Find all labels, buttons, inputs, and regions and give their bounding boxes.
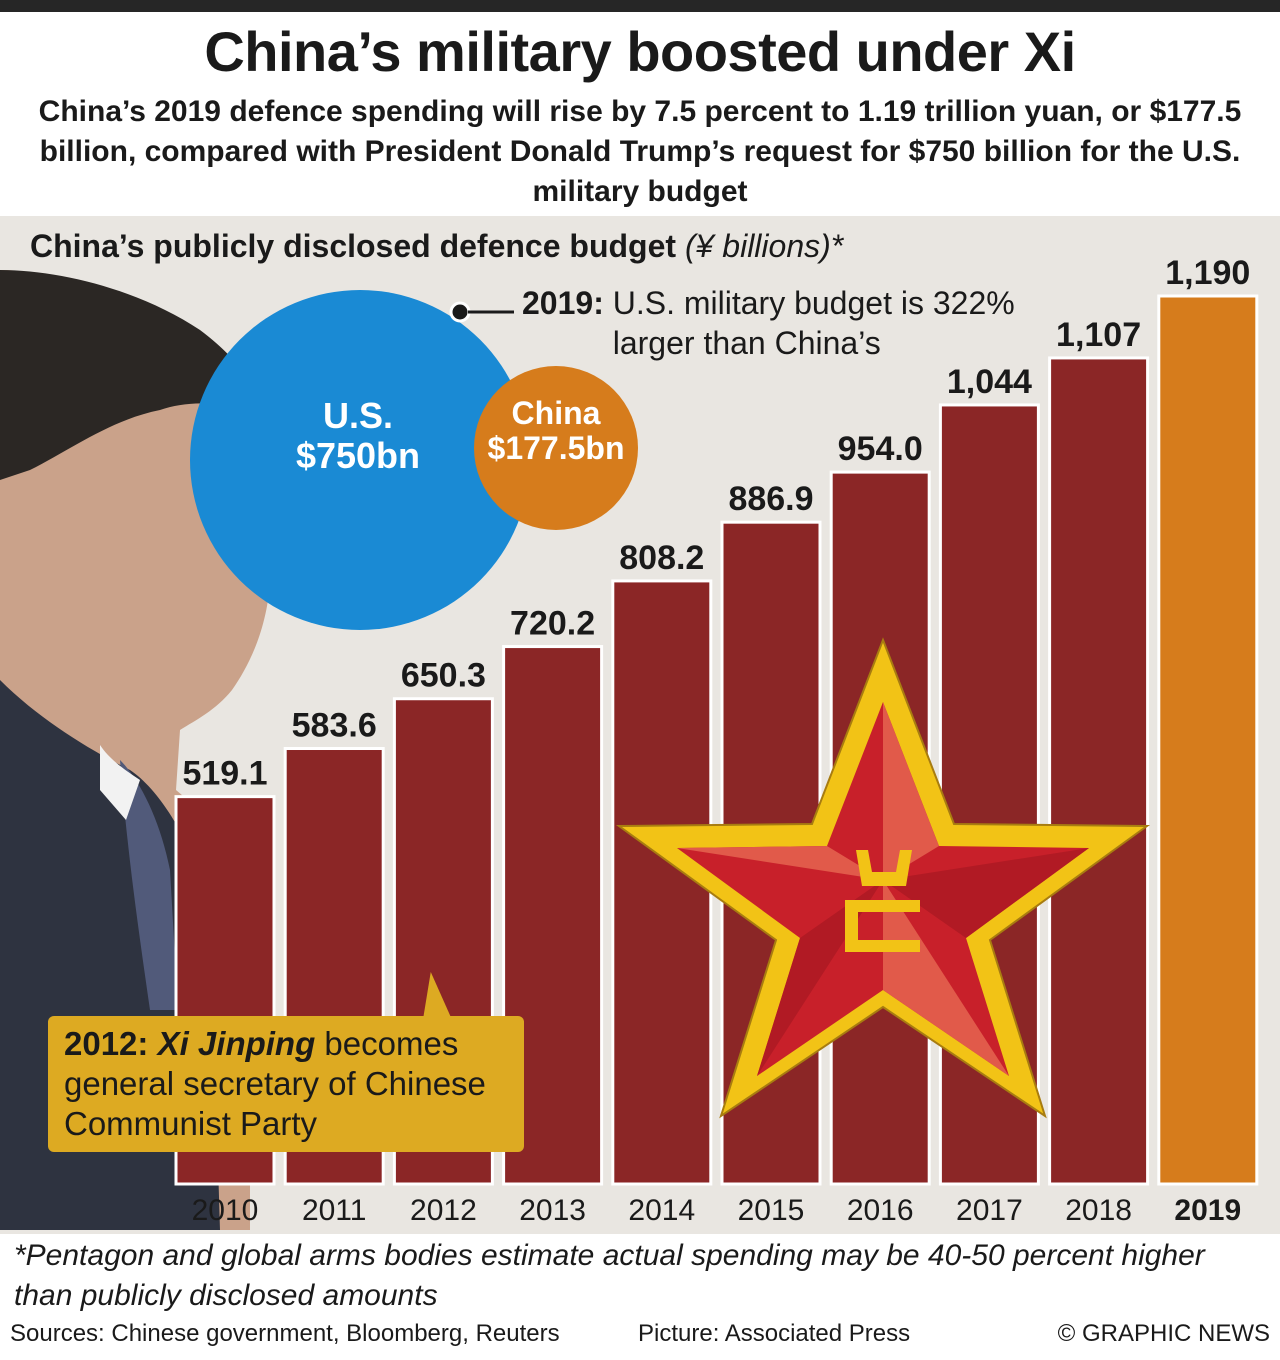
callout-text-a: becomes <box>324 1025 459 1062</box>
subtitle: China’s 2019 defence spending will rise … <box>38 95 1242 208</box>
picture-credit: Picture: Associated Press <box>638 1320 911 1347</box>
comparison-note-year: 2019: <box>522 285 604 321</box>
x-label-2013: 2013 <box>519 1194 586 1227</box>
top-rule <box>0 0 1280 12</box>
us-value: $750bn <box>295 434 421 476</box>
x-label-2018: 2018 <box>1065 1194 1132 1227</box>
value-label-2019: 1,190 <box>1165 254 1250 292</box>
leader-dot <box>449 301 471 323</box>
comparison-note: 2019: U.S. military budget is 322% large… <box>522 283 1073 363</box>
comparison-circles <box>190 290 638 630</box>
bar-2018 <box>1048 356 1150 1186</box>
bar-2014 <box>611 579 713 1186</box>
value-label-2013: 720.2 <box>510 605 595 643</box>
chart-heading-text: China’s publicly disclosed defence budge… <box>30 228 677 264</box>
chart-heading-unit: (¥ billions)* <box>684 228 844 264</box>
value-labels: 519.1 583.6 650.3 720.2 808.2 886.9 954.0 1,044… <box>182 254 1250 793</box>
value-label-2011: 583.6 <box>292 707 377 745</box>
china-name: China <box>511 395 601 431</box>
us-circle-label: U.S. $750bn <box>258 396 458 475</box>
x-label-2014: 2014 <box>628 1194 695 1227</box>
comparison-note-text: U.S. military budget is 322% larger than… <box>612 285 1015 361</box>
callout-year: 2012: <box>64 1025 149 1062</box>
x-label-2019: 2019 <box>1174 1194 1241 1227</box>
xi-callout: 2012: Xi Jinping becomes general secreta… <box>48 1016 524 1152</box>
x-label-2016: 2016 <box>847 1194 914 1227</box>
callout-name: Xi Jinping <box>157 1025 316 1062</box>
value-label-2014: 808.2 <box>619 539 704 577</box>
x-label-2015: 2015 <box>738 1194 805 1227</box>
x-axis-labels: 2010 2011 2012 2013 2014 2015 2016 2017 2018 2019 <box>192 1194 1242 1227</box>
value-label-2016: 954.0 <box>838 430 923 468</box>
x-label-2017: 2017 <box>956 1194 1023 1227</box>
us-name: U.S. <box>322 395 393 436</box>
us-budget-circle <box>190 290 530 630</box>
page-title: China’s military boosted under Xi <box>204 20 1076 83</box>
china-circle-label: China $177.5bn <box>470 395 642 467</box>
credits-row: Sources: Chinese government, Bloomberg, … <box>10 1316 1270 1352</box>
value-label-2018: 1,107 <box>1056 316 1141 354</box>
x-label-2010: 2010 <box>192 1194 259 1227</box>
chart-heading: China’s publicly disclosed defence budge… <box>30 226 843 266</box>
copyright: © GRAPHIC NEWS <box>1057 1320 1270 1347</box>
footnote: *Pentagon and global arms bodies estimat… <box>14 1239 1205 1312</box>
sources: Sources: Chinese government, Bloomberg, … <box>10 1320 560 1347</box>
callout-text-b: general secretary of Chinese Communist P… <box>64 1065 486 1142</box>
x-label-2011: 2011 <box>302 1194 367 1227</box>
value-label-2017: 1,044 <box>947 363 1032 401</box>
value-label-2010: 519.1 <box>182 755 267 793</box>
china-value: $177.5bn <box>487 430 625 467</box>
value-label-2015: 886.9 <box>728 480 813 518</box>
star-emblem <box>615 637 1151 1119</box>
value-label-2012: 650.3 <box>401 657 486 695</box>
x-label-2012: 2012 <box>410 1194 477 1227</box>
bar-2019 <box>1157 294 1259 1186</box>
china-budget-circle <box>474 366 638 530</box>
